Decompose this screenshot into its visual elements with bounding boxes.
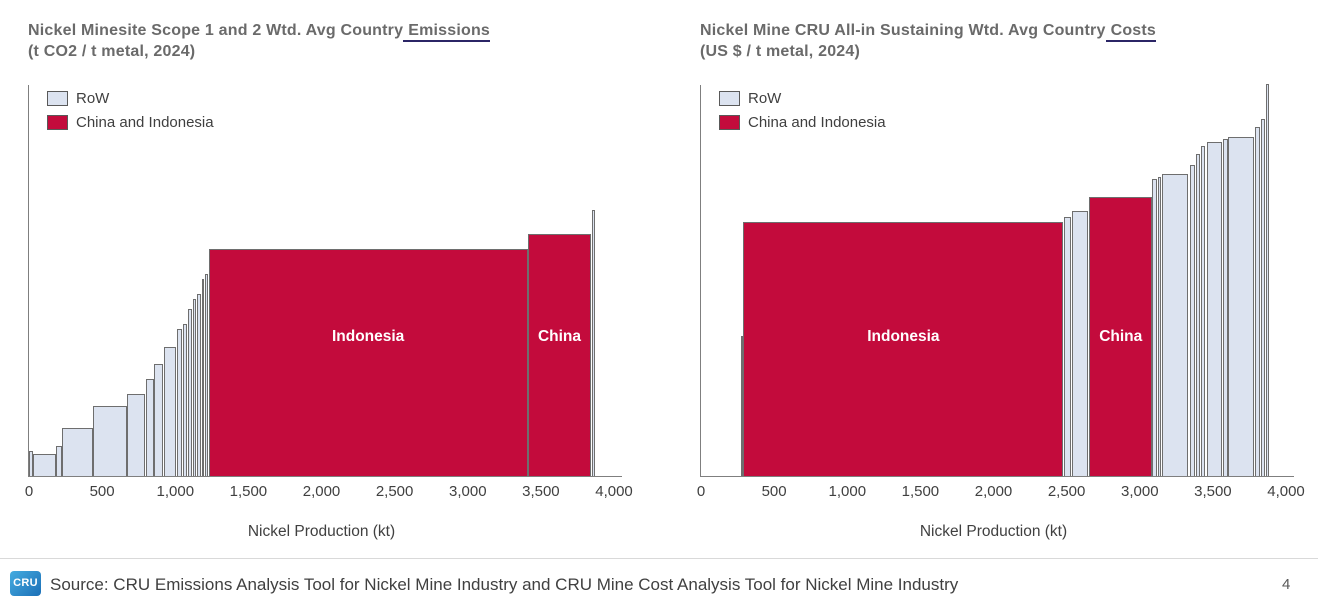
x-tick-4000: 4,000 [1267,483,1305,500]
bar-row [1228,137,1255,476]
bar-row [204,274,208,476]
china-indonesia-legend-swatch [719,115,740,130]
bar-row [187,309,192,476]
x-tick-0: 0 [24,483,34,500]
x-tick-0: 0 [696,483,706,500]
bar-row [1195,154,1200,476]
costs-x-axis-ticks: 0 500 1,000 1,500 2,000 2,500 3,000 3,500 4,000 [697,483,1305,503]
legend-item-row: RoW [719,90,886,107]
bar-indonesia: Indonesia [743,222,1064,476]
row-legend-swatch [47,91,68,106]
x-tick-500: 500 [761,483,787,500]
bar-row [741,336,744,476]
bar-row [154,363,163,476]
bar-row [177,329,182,476]
bar-row [1255,127,1260,476]
bar-row [192,298,196,476]
row-legend-label: RoW [748,90,782,107]
bar-row [33,454,57,476]
emissions-x-axis-ticks: 0 500 1,000 1,500 2,000 2,500 3,000 3,500 4,000 [25,483,633,503]
bar-label-indonesia: Indonesia [867,328,940,345]
emissions-title-underlined-word: Emissions [403,22,491,42]
row-legend-label: RoW [76,90,110,107]
x-tick-4000: 4,000 [595,483,633,500]
bar-china: China [1089,196,1153,476]
x-tick-1500: 1,500 [901,483,940,500]
bar-row [1200,145,1206,476]
bar-label-china: China [1099,328,1143,345]
costs-chart-panel: Nickel Mine CRU All-in Sustaining Wtd. A… [697,20,1318,540]
bar-row [146,379,154,476]
costs-title-text: Nickel Mine CRU All-in Sustaining Wtd. A… [700,22,1106,39]
x-tick-3000: 3,000 [1121,483,1159,500]
bar-row [1206,141,1222,476]
cru-logo: CRU [10,571,41,596]
x-tick-2500: 2,500 [375,483,414,500]
legend-item-row: RoW [47,90,214,107]
bar-row [1157,177,1162,476]
emissions-plot-area: RoW China and Indonesia 0 500 1,000 1,500 2,… [25,85,633,540]
bar-row [196,294,201,476]
bar-indonesia: Indonesia [208,249,528,476]
costs-x-axis-label: Nickel Production (kt) [919,523,1068,540]
page-number: 4 [1282,576,1291,593]
legend-item-china-indonesia: China and Indonesia [719,114,886,131]
bar-row [56,445,63,476]
china-indonesia-legend-label: China and Indonesia [748,114,886,131]
bar-row [182,323,187,476]
x-tick-3500: 3,500 [1194,483,1232,500]
x-tick-500: 500 [89,483,115,500]
x-tick-2000: 2,000 [974,483,1013,500]
bar-china: China [528,234,591,476]
bar-row [29,450,34,476]
x-tick-1000: 1,000 [156,483,195,500]
x-tick-1500: 1,500 [229,483,268,500]
bar-row [62,428,94,476]
bar-row [1189,165,1196,476]
bar-row [1260,118,1266,476]
x-tick-2000: 2,000 [302,483,341,500]
emissions-title-text: Nickel Minesite Scope 1 and 2 Wtd. Avg C… [28,22,404,39]
bar-row [163,347,176,476]
emissions-chart-panel: Nickel Minesite Scope 1 and 2 Wtd. Avg C… [25,20,648,540]
china-indonesia-legend-label: China and Indonesia [76,114,214,131]
bar-row [1063,216,1072,476]
source-text: Source: CRU Emissions Analysis Tool for … [50,575,959,594]
bar-row [1162,174,1189,476]
emissions-title-units: (t CO2 / t metal, 2024) [28,43,196,60]
bar-row [1266,84,1269,476]
x-tick-3500: 3,500 [522,483,560,500]
bar-row [1152,178,1157,476]
costs-plot-area: RoW China and Indonesia 0 500 1,000 1,500 2,… [697,84,1305,540]
emissions-chart-title: Nickel Minesite Scope 1 and 2 Wtd. Avg C… [28,20,648,62]
bar-row [591,209,595,476]
bar-row [202,278,205,476]
emissions-legend: RoW China and Indonesia [47,90,214,138]
bar-row [1071,210,1088,476]
bar-label-indonesia: Indonesia [331,328,405,345]
bar-row [93,405,128,476]
costs-chart-title: Nickel Mine CRU All-in Sustaining Wtd. A… [700,20,1318,62]
x-tick-1000: 1,000 [828,483,867,500]
x-tick-2500: 2,500 [1047,483,1086,500]
bar-row [127,394,145,476]
x-tick-3000: 3,000 [449,483,487,500]
emissions-x-axis-label: Nickel Production (kt) [247,523,396,540]
bar-row [1223,138,1228,476]
china-indonesia-legend-swatch [47,115,68,130]
legend-item-china-indonesia: China and Indonesia [47,114,214,131]
costs-legend: RoW China and Indonesia [719,90,886,138]
footer-divider [0,558,1318,559]
costs-title-underlined-word: Costs [1105,22,1157,42]
costs-title-units: (US $ / t metal, 2024) [700,43,861,60]
row-legend-swatch [719,91,740,106]
bar-label-china: China [537,328,582,345]
